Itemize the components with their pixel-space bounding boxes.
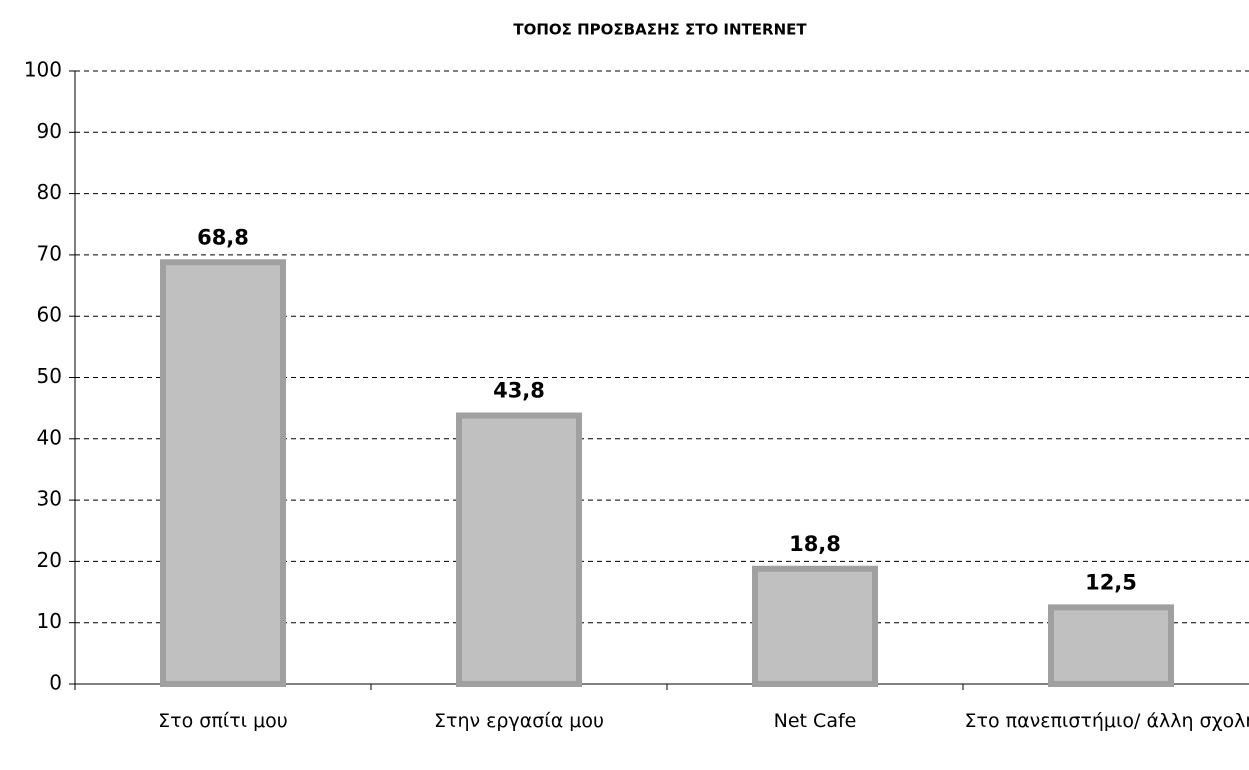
x-tick-label: Στην εργασία μου [434, 710, 604, 732]
y-tick-label: 60 [37, 303, 62, 327]
y-tick-label: 40 [37, 425, 62, 449]
data-label: 43,8 [493, 379, 545, 403]
x-tick-label: Στο πανεπιστήμιο/ άλλη σχολή [964, 710, 1249, 732]
y-tick-label: 10 [37, 609, 62, 633]
data-label: 18,8 [789, 532, 841, 556]
y-tick-label: 20 [37, 548, 62, 572]
y-tick-label: 70 [37, 241, 62, 265]
y-tick-label: 30 [37, 487, 62, 511]
y-tick-label: 100 [24, 58, 62, 82]
bar [1048, 604, 1174, 687]
chart-title: ΤΟΠΟΣ ΠΡΟΣΒΑΣΗΣ ΣΤΟ INTERNET [513, 21, 807, 39]
y-tick-label: 80 [37, 180, 62, 204]
y-tick-label: 50 [37, 364, 62, 388]
x-tick-label: Net Cafe [773, 710, 857, 732]
y-tick-label: 0 [49, 671, 62, 695]
data-label: 12,5 [1085, 570, 1137, 594]
x-tick-label: Στο σπίτι μου [158, 710, 288, 732]
data-label: 68,8 [197, 225, 249, 249]
bar [752, 565, 878, 687]
bar [456, 412, 582, 687]
bar [160, 259, 286, 687]
y-tick-label: 90 [37, 119, 62, 143]
